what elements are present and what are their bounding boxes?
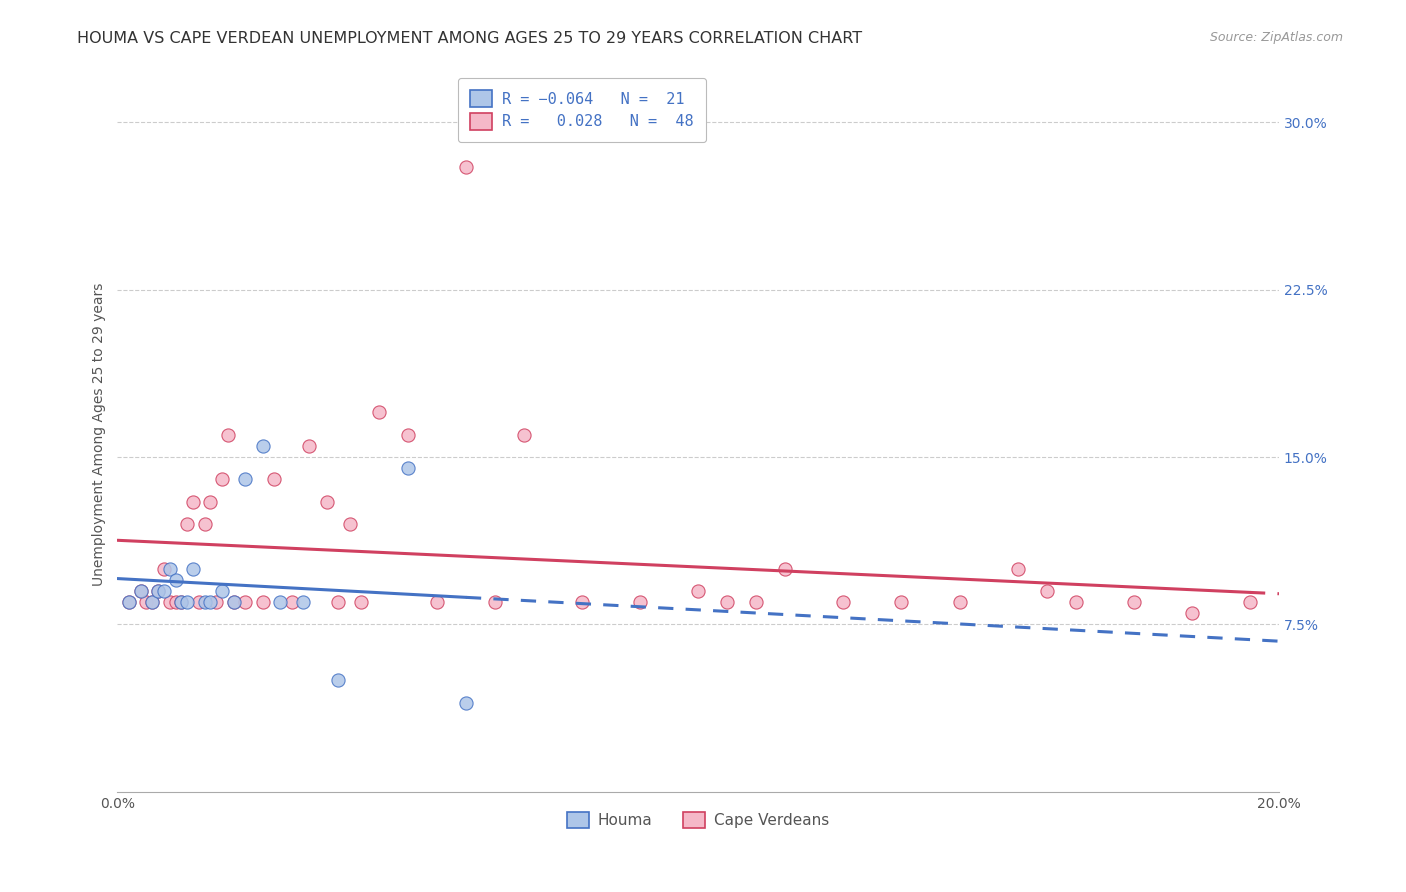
Point — [315, 494, 337, 508]
Point — [688, 584, 710, 599]
Point — [1122, 595, 1144, 609]
Text: Source: ZipAtlas.com: Source: ZipAtlas.com — [1209, 31, 1343, 45]
Point — [170, 595, 193, 609]
Point — [367, 405, 389, 419]
Point — [426, 595, 449, 609]
Point — [628, 595, 651, 609]
Point — [118, 595, 141, 609]
Point — [454, 696, 477, 710]
Point — [326, 595, 349, 609]
Legend: Houma, Cape Verdeans: Houma, Cape Verdeans — [561, 805, 835, 834]
Point — [292, 595, 315, 609]
Point — [571, 595, 593, 609]
Point — [205, 595, 228, 609]
Point — [1064, 595, 1087, 609]
Point — [165, 595, 187, 609]
Point — [146, 584, 169, 599]
Point — [211, 584, 233, 599]
Point — [181, 494, 204, 508]
Point — [129, 584, 152, 599]
Y-axis label: Unemployment Among Ages 25 to 29 years: Unemployment Among Ages 25 to 29 years — [93, 283, 107, 586]
Point — [217, 427, 239, 442]
Point — [176, 516, 198, 531]
Point — [159, 595, 181, 609]
Point — [211, 472, 233, 486]
Point — [269, 595, 291, 609]
Point — [187, 595, 209, 609]
Point — [396, 461, 419, 475]
Point — [339, 516, 361, 531]
Point — [350, 595, 373, 609]
Point — [1239, 595, 1261, 609]
Point — [200, 494, 222, 508]
Point — [118, 595, 141, 609]
Point — [176, 595, 198, 609]
Point — [263, 472, 285, 486]
Point — [1035, 584, 1057, 599]
Point — [193, 595, 215, 609]
Point — [326, 673, 349, 688]
Point — [252, 439, 274, 453]
Point — [222, 595, 245, 609]
Text: HOUMA VS CAPE VERDEAN UNEMPLOYMENT AMONG AGES 25 TO 29 YEARS CORRELATION CHART: HOUMA VS CAPE VERDEAN UNEMPLOYMENT AMONG… — [77, 31, 862, 46]
Point — [153, 562, 176, 576]
Point — [165, 573, 187, 587]
Point — [135, 595, 157, 609]
Point — [159, 562, 181, 576]
Point — [513, 427, 536, 442]
Point — [948, 595, 970, 609]
Point — [252, 595, 274, 609]
Point — [716, 595, 738, 609]
Point — [146, 584, 169, 599]
Point — [200, 595, 222, 609]
Point — [233, 595, 256, 609]
Point — [775, 562, 797, 576]
Point — [181, 562, 204, 576]
Point — [233, 472, 256, 486]
Point — [484, 595, 506, 609]
Point — [890, 595, 912, 609]
Point — [1007, 562, 1029, 576]
Point — [193, 516, 215, 531]
Point — [298, 439, 321, 453]
Point — [222, 595, 245, 609]
Point — [280, 595, 302, 609]
Point — [454, 160, 477, 174]
Point — [832, 595, 855, 609]
Point — [141, 595, 163, 609]
Point — [129, 584, 152, 599]
Point — [141, 595, 163, 609]
Point — [745, 595, 768, 609]
Point — [1181, 607, 1204, 621]
Point — [396, 427, 419, 442]
Point — [170, 595, 193, 609]
Point — [153, 584, 176, 599]
